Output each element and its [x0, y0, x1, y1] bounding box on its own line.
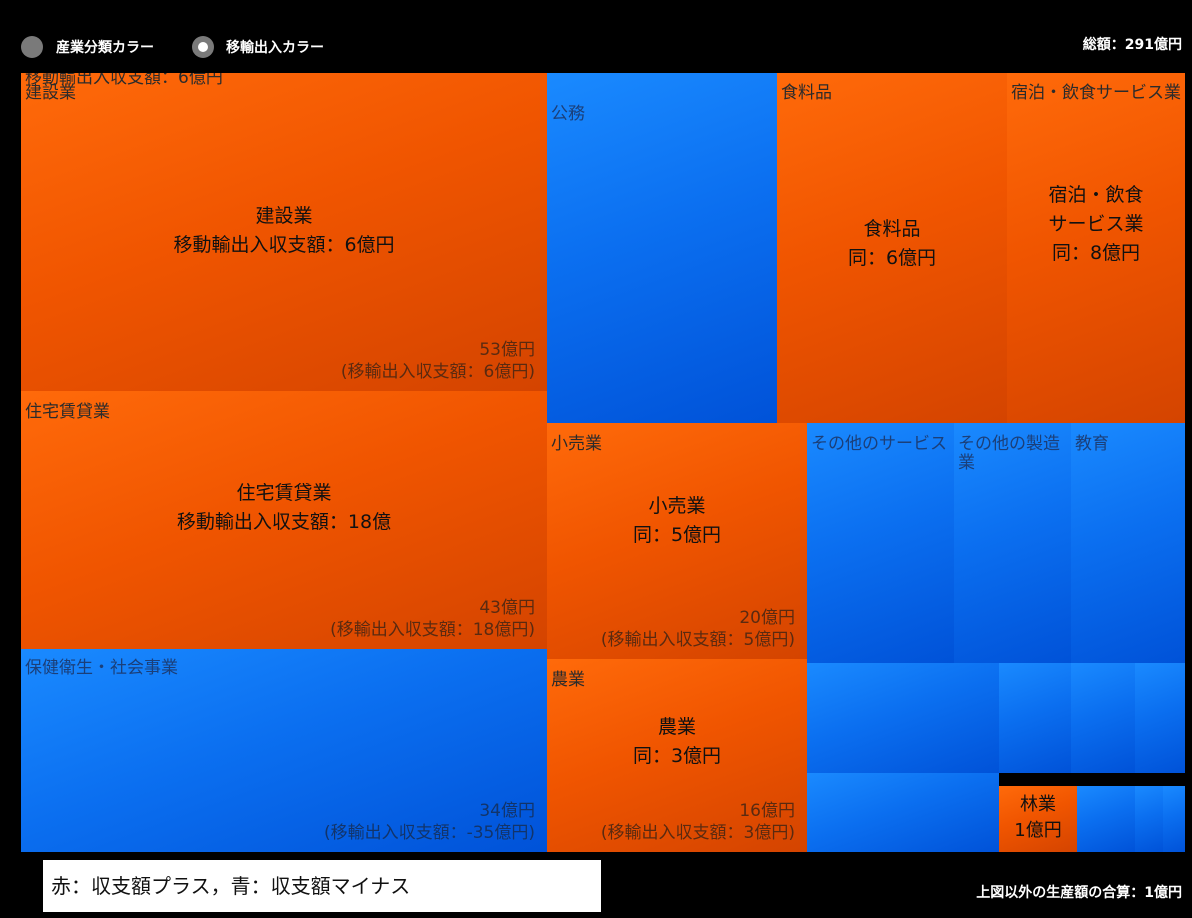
treemap-cell-public-service[interactable]: 公務: [547, 73, 777, 423]
cell-name: その他の製造業: [958, 434, 1060, 473]
center-line: サービス業: [1048, 213, 1144, 235]
treemap-cell-small[interactable]: [1135, 786, 1163, 852]
cell-name: 建設業: [25, 83, 76, 103]
cell-value: 16億円: [739, 801, 795, 821]
migration-color-label[interactable]: 移輸出入カラー: [226, 40, 324, 56]
center-line: 林業: [1020, 794, 1056, 815]
center-line: 同：6億円: [847, 247, 937, 269]
cell-value: 43億円: [479, 598, 535, 618]
center-line: 1億円: [1014, 820, 1062, 841]
treemap-cell-food[interactable]: 食料品 食料品 同：6億円: [777, 73, 1007, 423]
treemap-cell-housing-rental[interactable]: 住宅賃貸業 住宅賃貸業 移動輸出入収支額：18億 43億円 (移輸出入収支額：1…: [21, 391, 547, 649]
center-line: 同：8億円: [1051, 242, 1141, 264]
industry-color-label[interactable]: 産業分類カラー: [56, 40, 154, 56]
cell-name: 小売業: [551, 434, 602, 454]
cell-name: 公務: [551, 104, 585, 124]
treemap-cell-small[interactable]: [807, 773, 999, 852]
cell-value: 53億円: [479, 340, 535, 360]
treemap-cell-construction[interactable]: 移動輸出入収支額：6億円 建設業 建設業 移動輸出入収支額：6億円 53億円 (…: [21, 73, 547, 391]
treemap-cell-small[interactable]: [807, 663, 999, 773]
treemap-cell-other-manufacturing[interactable]: その他の製造業: [954, 423, 1071, 663]
top-bar: 産業分類カラー 移輸出入カラー 総額：291億円: [0, 0, 1192, 70]
cell-center-label: 農業 同：3億円: [547, 713, 807, 771]
treemap-cell-retail[interactable]: 小売業 小売業 同：5億円 20億円 (移輸出入収支額：5億円): [547, 423, 807, 659]
cell-center-label: 住宅賃貸業 移動輸出入収支額：18億: [21, 479, 547, 537]
industry-color-radio[interactable]: [21, 36, 43, 58]
treemap-cell-small[interactable]: [1071, 663, 1135, 773]
treemap-cell-small[interactable]: [1163, 786, 1185, 852]
treemap-cell-small[interactable]: [999, 663, 1071, 773]
cell-value-block: 43億円 (移輸出入収支額：18億円): [330, 597, 535, 641]
center-line: 移動輸出入収支額：18億: [176, 511, 392, 533]
treemap-chart: 移動輸出入収支額：6億円 建設業 建設業 移動輸出入収支額：6億円 53億円 (…: [21, 73, 1185, 852]
cell-name: 住宅賃貸業: [25, 402, 110, 422]
cell-value-block: 16億円 (移輸出入収支額：3億円): [601, 800, 795, 844]
cell-name: 教育: [1075, 434, 1109, 454]
cell-center-label: 宿泊・飲食 サービス業 同：8億円: [1007, 181, 1185, 268]
cell-name: 保健衛生・社会事業: [25, 658, 178, 678]
cell-value: 20億円: [739, 608, 795, 628]
color-legend-note: 赤：収支額プラス，青：収支額マイナス: [43, 860, 601, 912]
treemap-cell-accommodation-food[interactable]: 宿泊・飲食サービス業 宿泊・飲食 サービス業 同：8億円: [1007, 73, 1185, 423]
cell-center-label: 食料品 同：6億円: [777, 215, 1007, 273]
treemap-cell-education[interactable]: 教育: [1071, 423, 1185, 663]
cell-balance: (移輸出入収支額：5億円): [600, 630, 795, 650]
center-line: 宿泊・飲食: [1048, 184, 1144, 206]
cell-name: 食料品: [781, 83, 832, 103]
cell-balance: (移輸出入収支額：6億円): [340, 362, 535, 382]
cell-center-label: 林業 1億円: [999, 792, 1077, 844]
cell-balance: (移輸出入収支額：-35億円): [323, 823, 535, 843]
cell-value: 34億円: [479, 801, 535, 821]
cell-balance: (移輸出入収支額：18億円): [330, 620, 535, 640]
center-line: 同：5億円: [632, 524, 722, 546]
center-line: 同：3億円: [632, 745, 722, 767]
cell-center-label: 小売業 同：5億円: [547, 492, 807, 550]
treemap-cell-agriculture[interactable]: 農業 農業 同：3億円 16億円 (移輸出入収支額：3億円): [547, 659, 807, 852]
cell-name: 宿泊・飲食サービス業: [1011, 83, 1181, 103]
cell-value-block: 53億円 (移輸出入収支額：6億円): [341, 339, 535, 383]
cell-overflow-label: 移動輸出入収支額：6億円: [25, 73, 223, 88]
cell-center-label: 建設業 移動輸出入収支額：6億円: [21, 202, 547, 260]
cell-name: 農業: [551, 670, 585, 690]
migration-color-radio[interactable]: [192, 36, 214, 58]
cell-balance: (移輸出入収支額：3億円): [600, 823, 795, 843]
center-line: 食料品: [863, 218, 921, 240]
center-line: 建設業: [255, 205, 313, 227]
center-line: 移動輸出入収支額：6億円: [173, 234, 395, 256]
others-total: 上図以外の生産額の合算：1億円: [976, 885, 1182, 901]
treemap-cell-small[interactable]: [1135, 663, 1185, 773]
center-line: 小売業: [648, 495, 706, 517]
cell-name: その他のサービス: [811, 434, 947, 454]
treemap-cell-small[interactable]: [1077, 786, 1135, 852]
total-amount: 総額：291億円: [1082, 37, 1182, 53]
center-line: 住宅賃貸業: [236, 482, 332, 504]
cell-value-block: 34億円 (移輸出入収支額：-35億円): [324, 800, 535, 844]
center-line: 農業: [657, 716, 696, 738]
treemap-cell-health-social[interactable]: 保健衛生・社会事業 34億円 (移輸出入収支額：-35億円): [21, 649, 547, 852]
treemap-cell-other-services[interactable]: その他のサービス: [807, 423, 954, 663]
treemap-cell-forestry[interactable]: 林業 1億円: [999, 786, 1077, 852]
cell-value-block: 20億円 (移輸出入収支額：5億円): [601, 607, 795, 651]
